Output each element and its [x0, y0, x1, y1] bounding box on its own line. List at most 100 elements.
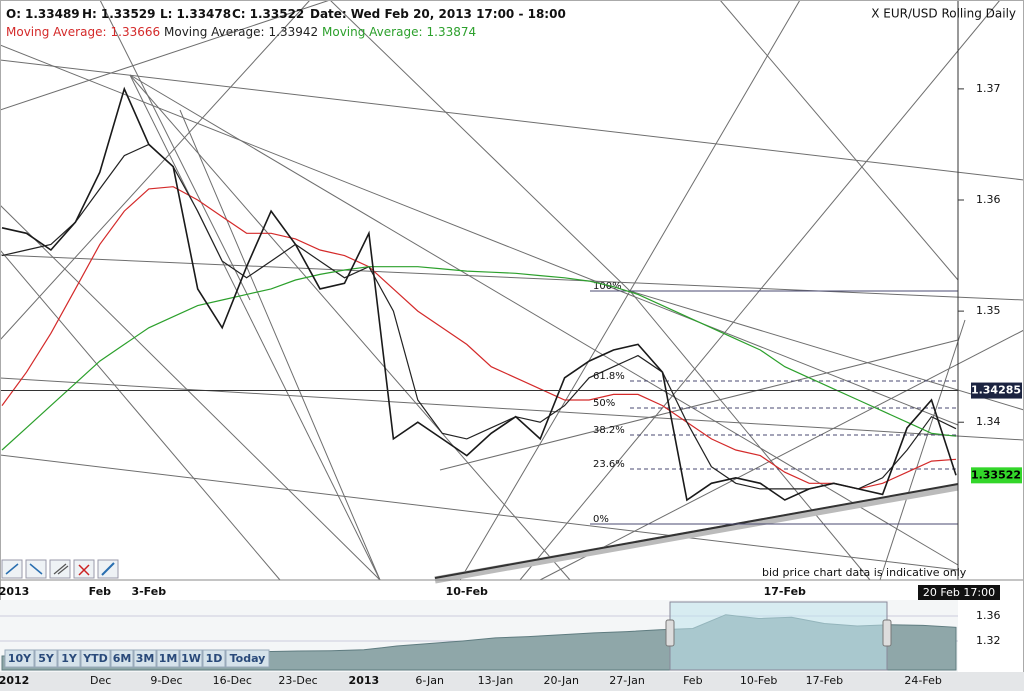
- x-tick-label: Feb: [89, 585, 112, 598]
- ohlc-value: 1.33489: [25, 7, 80, 21]
- trend-line: [179, 109, 381, 581]
- range-button-label: 3M: [136, 652, 155, 665]
- range-buttons: 10Y 5Y 1Y YTD 6M 3M 1M 1W 1D Today: [4, 649, 270, 668]
- date-value: Wed Feb 20, 2013 17:00 - 18:00: [351, 7, 566, 21]
- range-button-label: 10Y: [8, 652, 32, 665]
- ohlc-label: H:: [82, 7, 97, 21]
- range-button-label: 1M: [159, 652, 178, 665]
- navigator-x-label: 23-Dec: [278, 674, 317, 687]
- date-label: Date:: [310, 7, 347, 21]
- range-button[interactable]: [156, 649, 180, 668]
- trend-line: [99, 0, 251, 301]
- trend-line: [434, 483, 959, 579]
- chart-title: X EUR/USD Rolling Daily: [871, 7, 1016, 21]
- navigator-window[interactable]: [669, 601, 888, 671]
- range-button-label: 1W: [181, 652, 201, 665]
- ohlc-field: O: 1.33489: [6, 7, 80, 21]
- range-button[interactable]: [133, 649, 157, 668]
- note: bid price chart data is indicative only: [762, 566, 967, 579]
- legend-name: Moving Average:: [6, 25, 107, 39]
- y-tick-label: 1.37: [976, 82, 1001, 95]
- trend-line-shadow: [434, 483, 959, 584]
- trend-line: [0, 0, 331, 111]
- tool-icon: [5, 563, 19, 575]
- ohlc-value: 1.33522: [250, 7, 305, 21]
- navigator-axis: [0, 672, 1024, 691]
- trend-line: [0, 249, 281, 581]
- navigator-x-label: 2012: [0, 674, 29, 687]
- fib-label: 0%: [593, 514, 609, 525]
- y-tick-label: 1.32: [976, 634, 1001, 647]
- range-button-label: YTD: [82, 652, 108, 665]
- range-button[interactable]: [225, 649, 270, 668]
- trend-line: [129, 74, 571, 581]
- navigator-x-label: 27-Jan: [609, 674, 645, 687]
- price-tag: [971, 382, 1022, 399]
- tool-icon: [29, 563, 43, 575]
- drawing-toolbar: [1, 559, 119, 579]
- legend-value: 1.33942: [269, 25, 319, 39]
- navigator-x-label: 24-Feb: [904, 674, 941, 687]
- navigator-x-label: 17-Feb: [806, 674, 843, 687]
- y-tick-label: 1.36: [976, 609, 1001, 622]
- legend-value: 1.33874: [427, 25, 477, 39]
- range-button[interactable]: [202, 649, 226, 668]
- price-tag-label: 1.34285: [971, 384, 1021, 397]
- legend-name: Moving Average:: [164, 25, 265, 39]
- range-button[interactable]: [57, 649, 81, 668]
- navigator-x-label: 9-Dec: [150, 674, 182, 687]
- navigator-x-label: 10-Feb: [740, 674, 777, 687]
- range-button-label: 1D: [206, 652, 223, 665]
- range-button[interactable]: [110, 649, 134, 668]
- x-tick-label: 17-Feb: [764, 585, 806, 598]
- range-button[interactable]: [179, 649, 203, 668]
- navigator-x-label: 2013: [349, 674, 380, 687]
- ohlc-field: C: 1.33522: [232, 7, 304, 21]
- range-button-label: 5Y: [38, 652, 55, 665]
- range-button-label: Today: [230, 652, 266, 665]
- trend-line: [0, 454, 959, 571]
- trend-line: [0, 377, 1024, 441]
- fib-label: 100%: [593, 281, 622, 292]
- legend-entry: Moving Average: 1.33666: [6, 25, 160, 39]
- ohlc-label: L:: [160, 7, 172, 21]
- trend-line: [519, 0, 1001, 581]
- y-tick-label: 1.35: [976, 304, 1001, 317]
- navigator-x-label: 20-Jan: [543, 674, 579, 687]
- trend-lines: [0, 0, 1024, 584]
- legend-value: 1.33666: [111, 25, 161, 39]
- x-tick-label: 10-Feb: [446, 585, 488, 598]
- navigator-x-label: 6-Jan: [415, 674, 444, 687]
- plot: [0, 86, 958, 502]
- tool-icon: [101, 562, 115, 576]
- ohlc-label: O:: [6, 7, 21, 21]
- trend-line: [439, 339, 959, 471]
- navigator-handle[interactable]: [665, 619, 675, 647]
- price-line: [1, 86, 957, 502]
- ohlc-value: 1.33478: [176, 7, 231, 21]
- navigator-handle[interactable]: [882, 619, 892, 647]
- price-tag-label: 1.33522: [971, 468, 1021, 481]
- fib-label: 23.6%: [593, 459, 625, 470]
- range-button[interactable]: [80, 649, 111, 668]
- moving-average-line: [1, 186, 957, 490]
- fibonacci: 100% 61.8% 50% 38.2% 23.6% 0%: [590, 281, 958, 525]
- last-time: 20 Feb 17:00: [923, 586, 995, 599]
- trend-line: [0, 59, 1024, 181]
- trend-line: [329, 0, 631, 292]
- x-tick-label: 2013: [0, 585, 29, 598]
- range-button[interactable]: [34, 649, 58, 668]
- trend-line: [629, 0, 801, 292]
- navigator-x-label: Feb: [683, 674, 702, 687]
- trend-line: [459, 290, 631, 581]
- trend-line: [0, 254, 1024, 301]
- fib-label: 38.2%: [593, 425, 625, 436]
- trend-line: [719, 0, 959, 281]
- x-tick-label: 3-Feb: [131, 585, 166, 598]
- range-button-label: 6M: [113, 652, 132, 665]
- tool-icon: [78, 564, 90, 576]
- navigator-x-label: 13-Jan: [478, 674, 514, 687]
- navigator-x-label: 16-Dec: [213, 674, 252, 687]
- range-button[interactable]: [4, 649, 35, 668]
